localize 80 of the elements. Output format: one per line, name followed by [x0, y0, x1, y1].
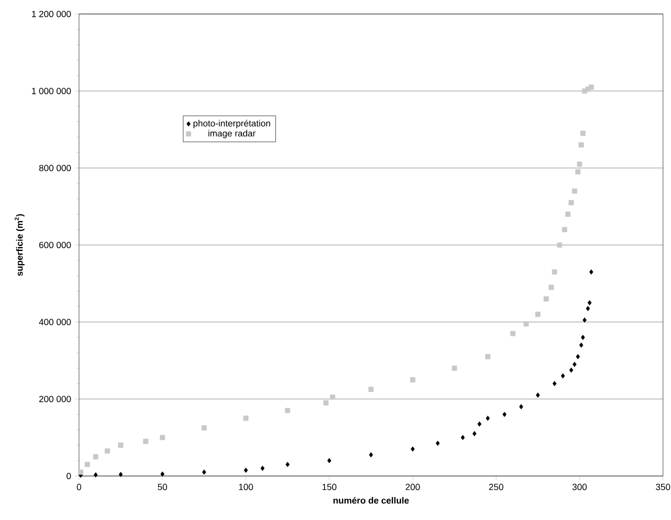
point — [569, 368, 574, 373]
legend-label: image radar — [208, 130, 256, 138]
point — [202, 470, 206, 475]
point — [84, 462, 90, 468]
point — [78, 470, 84, 475]
point — [460, 434, 465, 440]
point — [160, 434, 166, 440]
point — [588, 84, 594, 90]
point — [580, 130, 586, 136]
y-tick-label: 1 000 000 — [32, 88, 71, 94]
point — [118, 442, 124, 448]
point — [536, 392, 540, 398]
point — [243, 416, 248, 421]
point — [323, 400, 329, 406]
point — [436, 440, 440, 446]
point — [575, 169, 580, 174]
x-tick-label: 350 — [656, 484, 670, 490]
point — [586, 306, 590, 312]
point — [244, 468, 248, 473]
x-tick-label: 50 — [158, 484, 168, 490]
point — [544, 296, 549, 302]
point — [477, 421, 482, 427]
point — [502, 412, 506, 417]
point — [472, 431, 476, 436]
y-axis-title: superficie (m$^{2}$) — [14, 214, 24, 276]
point — [578, 142, 584, 148]
point — [535, 312, 540, 317]
point — [552, 381, 557, 386]
point — [568, 200, 574, 206]
point — [486, 416, 490, 421]
point — [524, 321, 529, 327]
point — [579, 342, 584, 348]
x-tick-label: 300 — [572, 484, 587, 490]
legend-label: photo-interprétation — [193, 120, 270, 128]
point — [519, 404, 524, 410]
x-tick-label: 150 — [322, 484, 336, 490]
point — [369, 452, 373, 458]
point — [548, 284, 554, 290]
y-tick-label: 600 000 — [39, 242, 71, 248]
point — [589, 269, 594, 275]
point — [160, 471, 164, 477]
point — [118, 472, 123, 478]
y-tick-label: 0 — [66, 472, 71, 480]
point — [510, 330, 516, 336]
point — [572, 362, 577, 367]
point — [485, 354, 490, 360]
point — [284, 408, 290, 414]
y-tick-label: 1 200 000 — [32, 10, 71, 18]
point — [327, 458, 332, 464]
point — [286, 462, 290, 468]
y-tick-label: 800 000 — [39, 164, 71, 172]
point — [410, 377, 416, 382]
point — [94, 472, 98, 478]
point — [410, 446, 415, 452]
point — [562, 227, 568, 232]
point — [143, 438, 148, 444]
x-axis-title: numéro de cellule — [333, 496, 409, 504]
x-tick-label: 0 — [76, 484, 82, 490]
point — [93, 454, 98, 460]
point — [368, 386, 374, 392]
point — [552, 269, 558, 275]
point — [104, 448, 110, 454]
point — [452, 366, 458, 371]
point — [202, 425, 207, 430]
x-tick-label: 200 — [406, 484, 420, 490]
point — [330, 394, 336, 400]
point — [556, 242, 562, 248]
point — [580, 334, 585, 340]
x-tick-label: 100 — [239, 484, 253, 490]
y-tick-label: 200 000 — [39, 396, 71, 402]
point — [576, 354, 580, 360]
point — [560, 373, 565, 378]
point — [588, 300, 592, 306]
point — [260, 466, 265, 471]
point — [565, 212, 570, 217]
point — [582, 317, 587, 323]
x-tick-label: 250 — [489, 484, 504, 490]
point — [572, 188, 578, 194]
point — [576, 162, 582, 167]
y-tick-label: 400 000 — [39, 318, 71, 326]
